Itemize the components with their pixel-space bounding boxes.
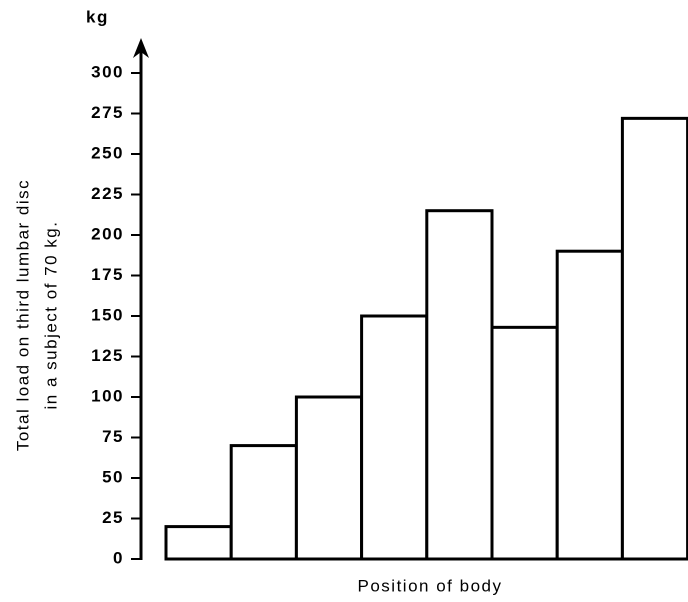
bar bbox=[555, 249, 624, 561]
y-tick-label: 225 bbox=[91, 184, 124, 203]
x-axis-label: Position of body bbox=[358, 576, 503, 595]
axis-arrow bbox=[133, 38, 149, 58]
y-tick-label: 300 bbox=[91, 62, 124, 81]
y-tick-label: 200 bbox=[91, 224, 124, 243]
y-unit: kg bbox=[86, 7, 109, 26]
y-tick-label: 275 bbox=[91, 103, 124, 122]
y-tick-label: 75 bbox=[102, 427, 124, 446]
bar bbox=[164, 525, 233, 561]
y-axis-label: Total load on third lumbar disc bbox=[13, 179, 32, 451]
y-tick-label: 25 bbox=[102, 508, 124, 527]
y-tick-label: 50 bbox=[102, 467, 124, 486]
y-tick-label: 125 bbox=[91, 346, 124, 365]
bar bbox=[620, 116, 688, 561]
bar bbox=[294, 395, 364, 561]
y-tick-label: 150 bbox=[91, 305, 124, 324]
y-axis-label: in a subject of 70 kg. bbox=[41, 221, 60, 410]
y-tick-label: 250 bbox=[91, 143, 124, 162]
y-tick-label: 100 bbox=[91, 386, 124, 405]
bar bbox=[360, 314, 429, 561]
bar bbox=[425, 209, 494, 561]
y-tick-label: 175 bbox=[91, 265, 124, 284]
bar bbox=[229, 444, 298, 561]
y-tick-label: 0 bbox=[113, 548, 124, 567]
bar bbox=[490, 325, 559, 561]
